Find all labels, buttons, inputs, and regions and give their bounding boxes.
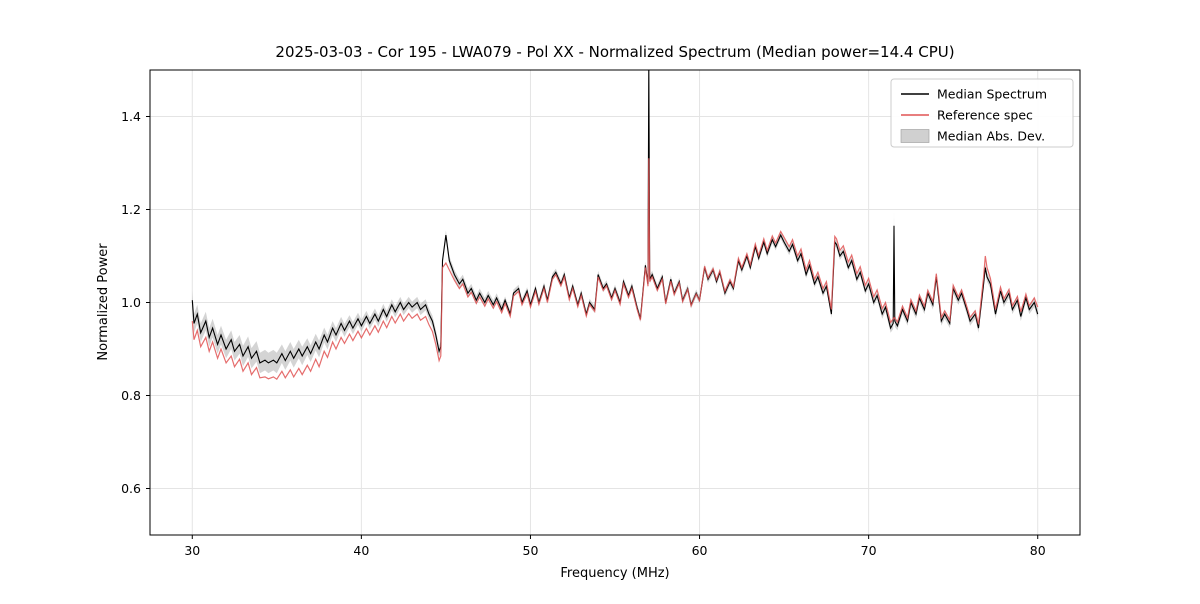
x-tick-label: 30 bbox=[184, 543, 200, 558]
axis-layer: 30 40 50 60 70 80 0.6 0.8 1.0 1.2 1.4 bbox=[121, 69, 1081, 558]
x-axis-label: Frequency (MHz) bbox=[560, 566, 669, 581]
x-tick-label: 60 bbox=[692, 543, 708, 558]
legend: Median Spectrum Reference spec Median Abs.… bbox=[890, 78, 1074, 148]
y-tick-label: 1.0 bbox=[121, 295, 141, 310]
reference-spec-line bbox=[191, 158, 1039, 381]
y-tick-label: 0.6 bbox=[121, 481, 141, 496]
x-tick-label: 40 bbox=[353, 543, 369, 558]
y-axis-label: Normalized Power bbox=[96, 243, 111, 361]
y-tick-label: 1.2 bbox=[121, 202, 141, 217]
x-tick-label: 70 bbox=[861, 543, 877, 558]
chart-title: 2025-03-03 - Cor 195 - LWA079 - Pol XX -… bbox=[275, 43, 954, 61]
legend-frame bbox=[890, 78, 1074, 148]
legend-item-reference-spec-label: Reference spec bbox=[937, 108, 1033, 123]
legend-item-mad-band-label: Median Abs. Dev. bbox=[937, 129, 1045, 144]
y-tick-label: 0.8 bbox=[121, 388, 141, 403]
series-layer bbox=[191, 70, 1039, 381]
legend-item-median-spectrum-label: Median Spectrum bbox=[937, 87, 1047, 102]
x-tick-label: 50 bbox=[523, 543, 539, 558]
y-tick-label: 1.4 bbox=[121, 109, 141, 124]
x-tick-label: 80 bbox=[1030, 543, 1046, 558]
legend-item-mad-band-swatch bbox=[900, 129, 930, 143]
